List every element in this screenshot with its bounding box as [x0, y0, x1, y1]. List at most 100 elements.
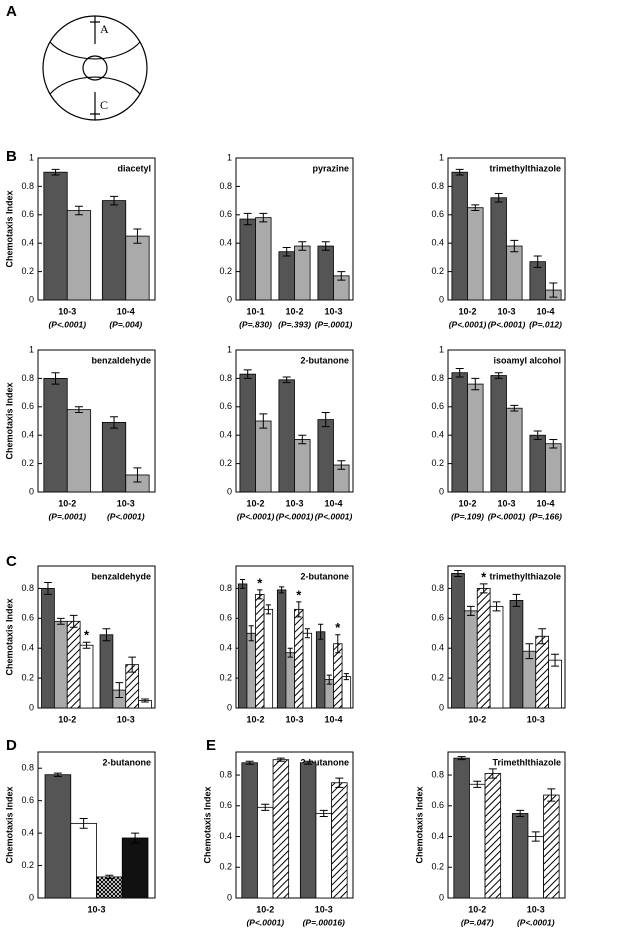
y-tick-label: 0	[439, 294, 444, 304]
y-tick-label: 0	[439, 892, 444, 902]
x-tick-label: 10-4	[324, 498, 342, 508]
error-bar	[479, 583, 488, 594]
bar	[294, 245, 311, 301]
error-bar	[510, 239, 519, 253]
y-tick-label: 0.6	[219, 800, 232, 810]
y-tick-label: 0.8	[21, 583, 34, 593]
y-tick-label: 0	[29, 294, 34, 304]
chart-title: 2-butanone	[301, 571, 350, 581]
error-bar	[326, 674, 332, 685]
y-tick-label: 0.2	[21, 860, 34, 870]
x-tick-label: 10-2	[256, 904, 274, 914]
y-tick-label: 0.2	[431, 458, 444, 468]
y-tick-label: 0.4	[431, 643, 444, 653]
y-tick-label: 1	[227, 152, 232, 162]
x-tick-label: 10-3	[285, 714, 303, 724]
y-tick-label: 0.6	[431, 800, 444, 810]
bar	[511, 813, 529, 899]
bar	[43, 171, 68, 301]
error-bar	[259, 212, 268, 223]
y-tick-label: 0.6	[21, 209, 34, 219]
bar	[66, 409, 92, 493]
p-value: (P=.0001)	[48, 511, 86, 521]
error-bar	[337, 271, 346, 281]
y-tick-label: 0.4	[219, 831, 232, 841]
bar	[484, 773, 502, 899]
y-axis-label: Chemotaxis Index	[4, 598, 14, 675]
y-axis-label: Chemotaxis Index	[4, 382, 14, 459]
y-tick-label: 0.8	[219, 373, 232, 383]
chart-title: 2-butanone	[103, 757, 152, 767]
y-tick-label: 0.2	[431, 266, 444, 276]
error-bar	[259, 413, 268, 429]
y-tick-label: 0	[29, 892, 34, 902]
p-value: (P=.00016)	[303, 917, 345, 927]
y-tick-label: 0.4	[431, 831, 444, 841]
bar	[44, 774, 72, 899]
p-value: (P<.0001)	[48, 319, 86, 329]
error-bar	[245, 760, 254, 765]
p-value: (P=.393)	[278, 319, 311, 329]
bar	[535, 635, 550, 709]
plot-frame	[37, 565, 156, 709]
error-bar	[265, 604, 271, 615]
p-value: (P<.0001)	[488, 511, 526, 521]
bar	[96, 876, 123, 899]
error-bar	[549, 438, 558, 449]
error-bar	[318, 623, 324, 640]
y-tick-label: 0.8	[431, 769, 444, 779]
panel-label: C	[6, 553, 17, 570]
error-bar	[243, 369, 252, 379]
y-tick-label: 0.8	[21, 373, 34, 383]
error-bar	[296, 601, 302, 618]
error-bar	[69, 614, 78, 628]
bar	[490, 375, 507, 493]
bar	[490, 197, 507, 301]
x-tick-label: 10-3	[315, 904, 333, 914]
error-bar	[335, 777, 344, 788]
y-tick-label: 0.2	[431, 672, 444, 682]
bar	[317, 419, 334, 493]
center-spot	[82, 55, 108, 81]
y-tick-label: 0.2	[219, 862, 232, 872]
y-tick-label: 1	[29, 152, 34, 162]
plot-frame	[447, 565, 566, 709]
y-tick-label: 0.8	[219, 769, 232, 779]
x-tick-label: 10-2	[458, 498, 476, 508]
y-tick-label: 0.8	[21, 763, 34, 773]
y-tick-label: 0.6	[219, 209, 232, 219]
error-bar	[549, 282, 558, 298]
bar	[331, 782, 348, 899]
bar	[53, 620, 68, 709]
error-bar	[337, 460, 346, 470]
error-bar	[105, 874, 114, 880]
p-value: (P=.012)	[529, 319, 562, 329]
plot-frame	[37, 349, 156, 493]
asterisk: *	[296, 587, 302, 602]
bar	[257, 806, 274, 899]
x-tick-label: 10-2	[468, 904, 486, 914]
bar	[467, 383, 484, 493]
bar	[341, 676, 352, 709]
x-tick-label: 10-1	[246, 306, 264, 316]
error-bar	[82, 641, 91, 649]
bar	[317, 245, 334, 301]
bar	[278, 379, 295, 493]
error-bar	[287, 647, 293, 658]
bar	[66, 620, 81, 709]
bar	[451, 171, 468, 301]
error-bar	[516, 809, 525, 818]
y-tick-label: 0.6	[219, 401, 232, 411]
error-bar	[110, 416, 119, 429]
error-bar	[319, 809, 328, 818]
bar	[522, 650, 537, 709]
x-tick-label: 10-2	[468, 714, 486, 724]
y-tick-label: 0.4	[431, 238, 444, 248]
error-bar	[133, 228, 142, 244]
error-bar	[473, 780, 482, 788]
y-axis-label: Chemotaxis Index	[4, 190, 14, 267]
y-tick-label: 0	[29, 702, 34, 712]
y-tick-label: 0.4	[21, 643, 34, 653]
y-tick-label: 0.8	[431, 583, 444, 593]
